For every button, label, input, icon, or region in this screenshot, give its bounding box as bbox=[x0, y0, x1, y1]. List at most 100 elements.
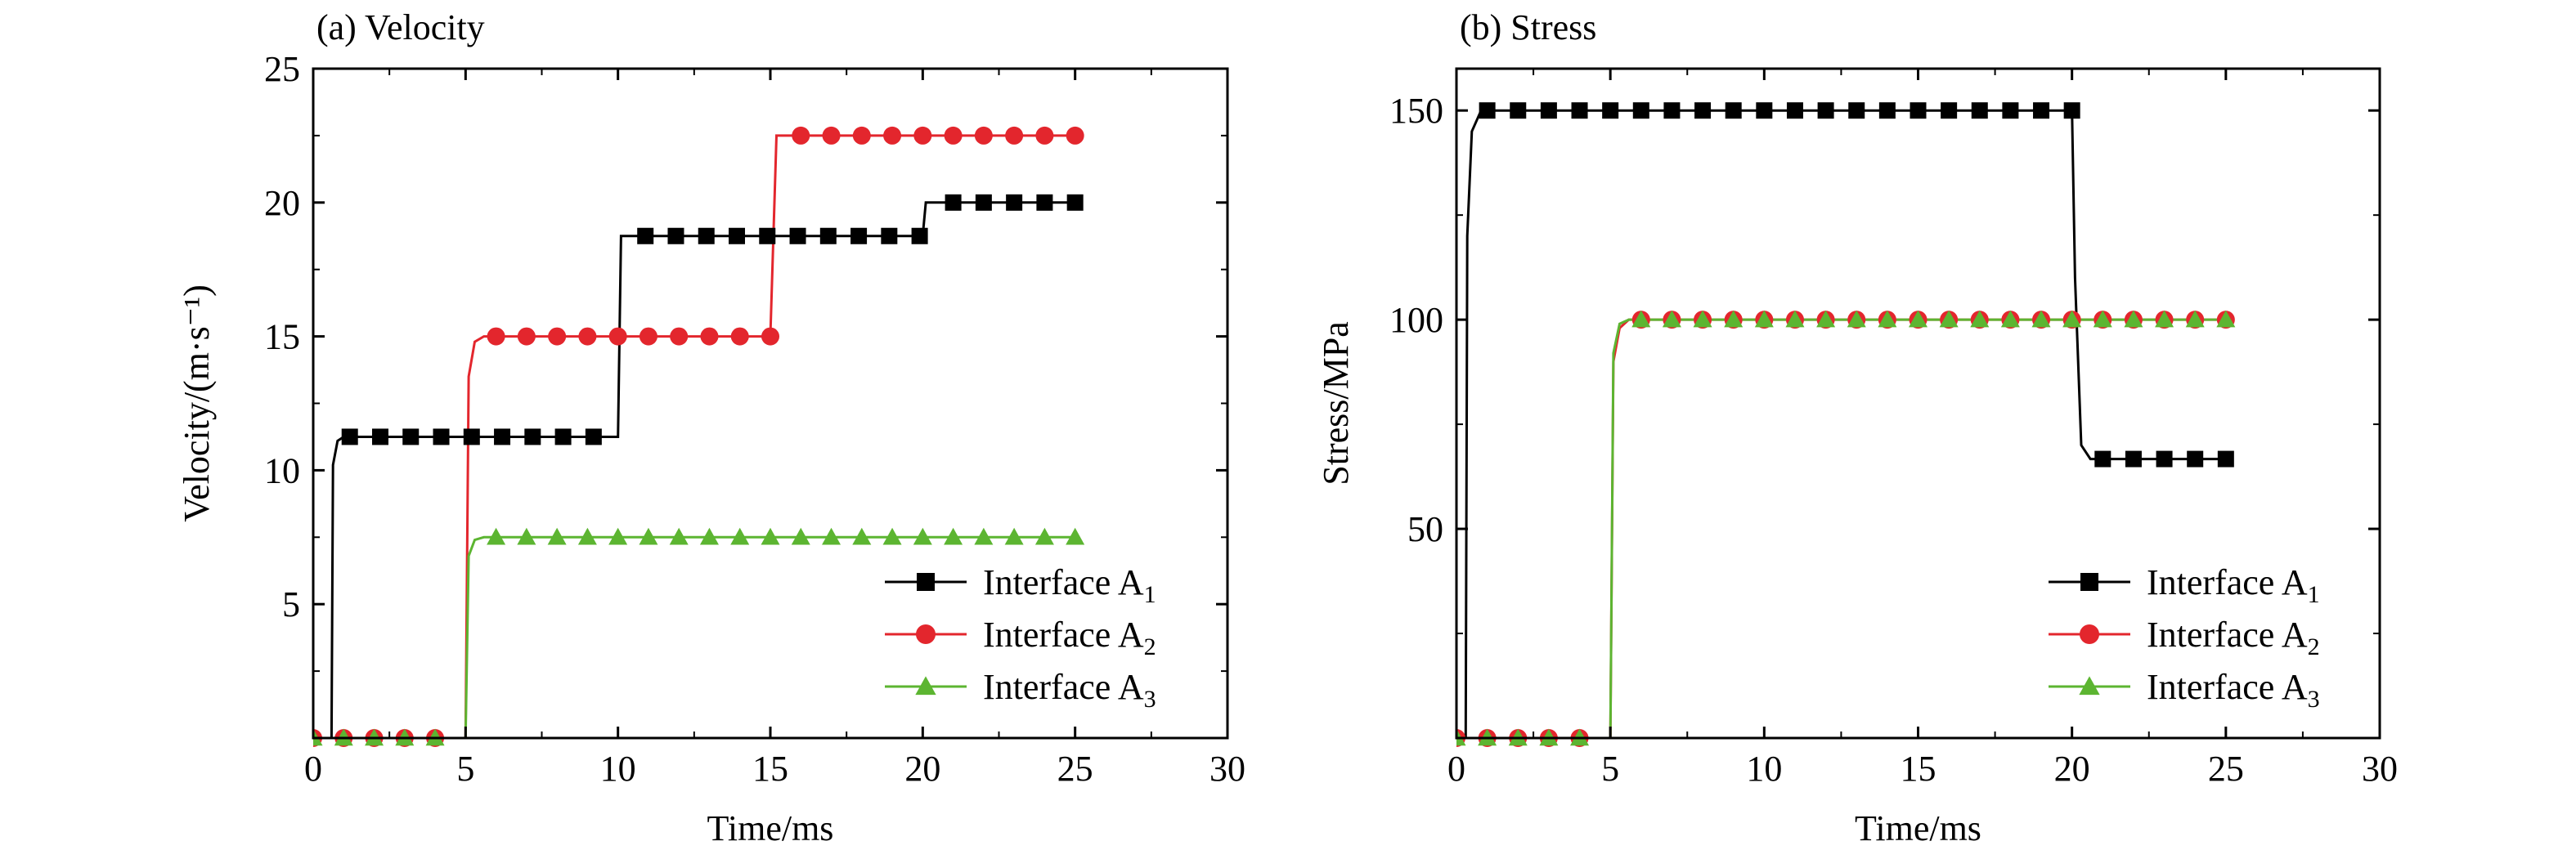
velocity-y-tick-label: 15 bbox=[264, 317, 300, 357]
stress-series-3-point bbox=[1878, 310, 1897, 328]
stress-series-3-point bbox=[1754, 310, 1774, 328]
velocity-series-2-point bbox=[670, 327, 689, 346]
velocity-series-3-point bbox=[699, 527, 719, 545]
velocity-series-3-point bbox=[944, 527, 963, 545]
velocity-title: (a) Velocity bbox=[316, 7, 485, 47]
stress-legend-name-3: Interface A bbox=[2147, 667, 2308, 707]
stress-series-1-point bbox=[2125, 450, 2142, 468]
velocity-plot-area bbox=[313, 126, 1085, 747]
stress-x-tick-label: 15 bbox=[1901, 749, 1936, 789]
stress-series-1-point bbox=[1971, 102, 1988, 119]
velocity-series-2-point bbox=[517, 327, 536, 346]
stress-series-1-point bbox=[1817, 102, 1834, 119]
velocity-y-axis-label: Velocity/(m·s⁻¹) bbox=[177, 284, 217, 522]
velocity-series-2-point bbox=[608, 327, 627, 346]
velocity-y-tick-label: 10 bbox=[264, 450, 300, 490]
velocity-x-tick-label: 5 bbox=[456, 749, 474, 789]
velocity-x-tick-label: 30 bbox=[1209, 749, 1245, 789]
velocity-series-1-point bbox=[698, 227, 715, 244]
stress-x-tick-label: 5 bbox=[1601, 749, 1619, 789]
stress-series-2-line bbox=[1456, 318, 2226, 740]
velocity-series-2-point bbox=[487, 327, 505, 346]
velocity-legend-name-2: Interface A bbox=[983, 615, 1144, 655]
velocity-series-2-point bbox=[792, 126, 810, 145]
stress-series-1-point bbox=[2217, 450, 2234, 468]
velocity-x-tick-label: 10 bbox=[600, 749, 636, 789]
velocity-legend-name-1: Interface A bbox=[983, 562, 1144, 602]
velocity-series-2-point bbox=[822, 126, 841, 145]
stress-series-3-point bbox=[2031, 310, 2051, 328]
stress-series-1-point bbox=[1479, 102, 1496, 119]
stress-legend-name-2: Interface A bbox=[2147, 615, 2308, 655]
velocity-legend-subscript-2: 2 bbox=[1144, 633, 1156, 660]
velocity-series-1-point bbox=[911, 227, 928, 244]
velocity-series-1-point bbox=[850, 227, 868, 244]
stress-series-3-point bbox=[2216, 310, 2236, 328]
velocity-series-2-point bbox=[1005, 126, 1024, 145]
velocity-series-3-point bbox=[791, 527, 810, 545]
velocity-series-2-point bbox=[700, 327, 719, 346]
velocity-series-3-point bbox=[822, 527, 841, 545]
velocity-series-3-point bbox=[882, 527, 902, 545]
velocity-series-1-point bbox=[524, 428, 541, 445]
stress-series-1-point bbox=[1725, 102, 1742, 119]
velocity-series-1-point bbox=[759, 227, 776, 244]
stress-series-1-point bbox=[1786, 102, 1803, 119]
velocity-series-1-point bbox=[667, 227, 684, 244]
velocity-series-1-point bbox=[789, 227, 806, 244]
stress-series-1-point bbox=[2033, 102, 2050, 119]
stress-series-3-point bbox=[2155, 310, 2174, 328]
velocity-series-3-point bbox=[913, 527, 932, 545]
stress-series-1-point bbox=[1878, 102, 1896, 119]
velocity-legend-marker-3 bbox=[915, 676, 936, 696]
velocity-series-2-point bbox=[1066, 126, 1084, 145]
stress-x-axis-label: Time/ms bbox=[1855, 808, 1981, 848]
velocity-series-3-point bbox=[1066, 527, 1085, 545]
stress-series-1-point bbox=[1941, 102, 1958, 119]
velocity-series-1-point bbox=[1066, 194, 1084, 211]
stress-x-tick-label: 20 bbox=[2054, 749, 2090, 789]
velocity-legend-marker-2 bbox=[916, 624, 936, 644]
stress-series-1-point bbox=[2063, 102, 2080, 119]
stress-legend-label-2: Interface A2 bbox=[2147, 615, 2320, 660]
stress-series-3-point bbox=[1816, 310, 1836, 328]
velocity-series-2-point bbox=[913, 126, 932, 145]
stress-legend-name-1: Interface A bbox=[2147, 562, 2308, 602]
stress-y-tick-label: 150 bbox=[1389, 91, 1443, 131]
velocity-series-1-point bbox=[819, 227, 837, 244]
velocity-series-3-point bbox=[487, 527, 506, 545]
stress-series-3-point bbox=[2185, 310, 2205, 328]
stress-title: (b) Stress bbox=[1460, 7, 1596, 47]
stress-series-3-point bbox=[1662, 310, 1681, 328]
stress-series-1-point bbox=[1663, 102, 1681, 119]
stress-series-1-point bbox=[1510, 102, 1527, 119]
stress-series-3-point bbox=[1970, 310, 1990, 328]
stress-series-3-point bbox=[1847, 310, 1866, 328]
stress-series-3-point bbox=[1785, 310, 1805, 328]
stress-x-tick-label: 0 bbox=[1447, 749, 1465, 789]
velocity-series-3-point bbox=[1034, 527, 1054, 545]
stress-series-3-point bbox=[2124, 310, 2143, 328]
velocity-series-2-point bbox=[852, 126, 871, 145]
stress-series-1-point bbox=[1540, 102, 1557, 119]
velocity-legend-label-1: Interface A1 bbox=[983, 562, 1156, 608]
stress-series-3-point bbox=[2000, 310, 2020, 328]
velocity-legend-label-2: Interface A2 bbox=[983, 615, 1156, 660]
stress-series-1-point bbox=[1602, 102, 1619, 119]
velocity-series-3-point bbox=[761, 527, 780, 545]
velocity-legend-marker-1 bbox=[917, 573, 935, 591]
velocity-series-2-point bbox=[639, 327, 657, 346]
velocity-legend-subscript-1: 1 bbox=[1144, 581, 1156, 608]
velocity-legend-name-3: Interface A bbox=[983, 667, 1144, 707]
velocity-series-1-point bbox=[585, 428, 602, 445]
stress-series-3-point bbox=[2093, 310, 2112, 328]
stress-series-1-point bbox=[2156, 450, 2173, 468]
velocity-series-3-point bbox=[547, 527, 567, 545]
velocity-series-3-point bbox=[577, 527, 597, 545]
velocity-series-1-point bbox=[371, 428, 388, 445]
velocity-legend-label-3: Interface A3 bbox=[983, 667, 1156, 713]
velocity-series-3-point bbox=[608, 527, 628, 545]
velocity-series-2-point bbox=[730, 327, 749, 346]
velocity-series-1-point bbox=[554, 428, 572, 445]
stress-series-1-point bbox=[2094, 450, 2112, 468]
